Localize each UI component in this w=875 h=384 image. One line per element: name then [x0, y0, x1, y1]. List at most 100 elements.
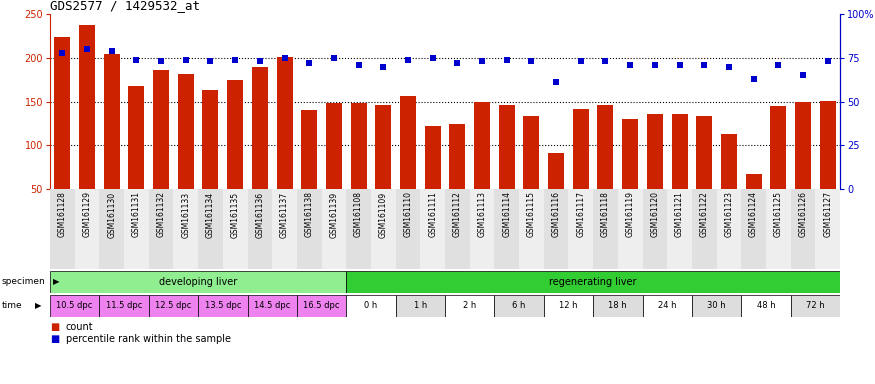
Point: [771, 62, 785, 68]
Text: GSM161120: GSM161120: [650, 191, 660, 237]
Text: 2 h: 2 h: [463, 301, 476, 311]
Text: GSM161116: GSM161116: [551, 191, 561, 237]
Bar: [149, 295, 198, 317]
Bar: [50, 271, 346, 293]
Text: 72 h: 72 h: [806, 301, 824, 311]
Text: GSM161131: GSM161131: [132, 191, 141, 237]
Bar: [424, 126, 441, 233]
Text: GSM161135: GSM161135: [231, 191, 240, 238]
Bar: [124, 189, 149, 269]
Bar: [741, 189, 766, 269]
Bar: [346, 271, 840, 293]
Bar: [816, 189, 840, 269]
Bar: [297, 295, 346, 317]
Bar: [746, 174, 761, 233]
Bar: [721, 134, 737, 233]
Bar: [499, 105, 514, 233]
Text: 24 h: 24 h: [658, 301, 676, 311]
Bar: [791, 189, 816, 269]
Text: ▶: ▶: [52, 278, 59, 286]
Text: specimen: specimen: [2, 278, 45, 286]
Bar: [543, 189, 569, 269]
Bar: [494, 189, 519, 269]
Point: [178, 56, 192, 63]
Point: [697, 62, 711, 68]
Point: [598, 58, 612, 65]
Bar: [252, 66, 268, 233]
Point: [500, 56, 514, 63]
Point: [130, 56, 144, 63]
Text: GSM161113: GSM161113: [478, 191, 487, 237]
Bar: [301, 110, 318, 233]
Text: GSM161115: GSM161115: [527, 191, 536, 237]
Bar: [770, 106, 787, 233]
Bar: [450, 124, 466, 233]
Bar: [598, 105, 613, 233]
Bar: [622, 119, 638, 233]
Bar: [375, 105, 391, 233]
Text: GSM161138: GSM161138: [304, 191, 314, 237]
Text: GSM161137: GSM161137: [280, 191, 289, 238]
Bar: [396, 295, 445, 317]
Bar: [569, 189, 593, 269]
Bar: [198, 189, 223, 269]
Bar: [573, 109, 589, 233]
Bar: [642, 189, 668, 269]
Bar: [470, 189, 494, 269]
Bar: [79, 25, 95, 233]
Point: [253, 58, 267, 65]
Point: [524, 58, 538, 65]
Bar: [351, 103, 367, 233]
Text: 11.5 dpc: 11.5 dpc: [106, 301, 143, 311]
Bar: [223, 189, 248, 269]
Text: 48 h: 48 h: [757, 301, 775, 311]
Point: [648, 62, 662, 68]
Point: [623, 62, 637, 68]
Bar: [297, 189, 322, 269]
Bar: [74, 189, 100, 269]
Text: 10.5 dpc: 10.5 dpc: [57, 301, 93, 311]
Text: GSM161134: GSM161134: [206, 191, 215, 238]
Text: developing liver: developing liver: [159, 277, 237, 287]
Text: 12.5 dpc: 12.5 dpc: [155, 301, 192, 311]
Text: GSM161117: GSM161117: [577, 191, 585, 237]
Bar: [494, 295, 543, 317]
Bar: [100, 295, 149, 317]
Bar: [276, 57, 292, 233]
Text: GSM161139: GSM161139: [329, 191, 339, 238]
Text: GSM161114: GSM161114: [502, 191, 511, 237]
Bar: [149, 189, 173, 269]
Bar: [445, 189, 470, 269]
Text: GSM161125: GSM161125: [774, 191, 783, 237]
Bar: [129, 86, 144, 233]
Bar: [104, 54, 120, 233]
Bar: [593, 189, 618, 269]
Point: [55, 50, 69, 56]
Point: [352, 62, 366, 68]
Bar: [248, 189, 272, 269]
Bar: [671, 114, 688, 233]
Bar: [474, 101, 490, 233]
Point: [302, 60, 316, 66]
Bar: [173, 189, 198, 269]
Text: GSM161122: GSM161122: [700, 191, 709, 237]
Point: [574, 58, 588, 65]
Bar: [548, 153, 564, 233]
Bar: [326, 103, 342, 233]
Bar: [50, 295, 100, 317]
Bar: [741, 295, 791, 317]
Text: GSM161119: GSM161119: [626, 191, 634, 237]
Bar: [445, 295, 494, 317]
Text: GSM161128: GSM161128: [58, 191, 66, 237]
Text: GSM161133: GSM161133: [181, 191, 190, 238]
Point: [105, 48, 119, 54]
Point: [550, 79, 564, 85]
Point: [80, 46, 94, 52]
Bar: [519, 189, 543, 269]
Bar: [696, 116, 712, 233]
Point: [204, 58, 218, 65]
Bar: [647, 114, 663, 233]
Text: 30 h: 30 h: [707, 301, 726, 311]
Text: 6 h: 6 h: [513, 301, 526, 311]
Point: [277, 55, 291, 61]
